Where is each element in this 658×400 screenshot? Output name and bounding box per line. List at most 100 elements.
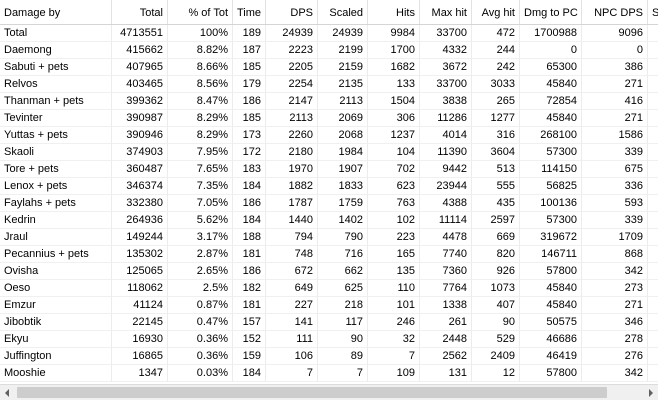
scroll-right-arrow-icon[interactable] [642, 385, 658, 400]
cell-dmg-to-pc: 45840 [520, 110, 582, 127]
cell-npc-dps: 276 [582, 348, 648, 365]
cell-scaled: 117 [318, 314, 368, 331]
table-row[interactable]: Pecannius + pets 135302 2.87% 181 748 716 165 7… [0, 246, 658, 263]
cell-max-hit: 4014 [420, 127, 472, 144]
column-header-damage-by[interactable]: Damage by [0, 0, 112, 24]
table-header: Damage by Total% of Tot Time DPS Scaled Hits M… [0, 0, 658, 25]
table-row[interactable]: Relvos 403465 8.56% 179 2254 2135 133 33700 3033… [0, 76, 658, 93]
cell-s [648, 93, 658, 110]
cell-npc-dps: 278 [582, 331, 648, 348]
cell-scaled: 24939 [318, 25, 368, 42]
cell-npc-dps: 1709 [582, 229, 648, 246]
table-row[interactable]: Daemong 415662 8.82% 187 2223 2199 1700 4332 244… [0, 42, 658, 59]
table-row[interactable]: Ekyu 16930 0.36% 152 111 90 32 2448 529 46686 278 [0, 331, 658, 348]
cell-dps: 24939 [266, 25, 318, 42]
column-header-scaled[interactable]: Scaled [318, 0, 368, 24]
table-row[interactable]: Mooshie 1347 0.03% 184 7 7 109 131 12 57800 342 [0, 365, 658, 382]
cell-max-hit: 11390 [420, 144, 472, 161]
cell-dmg-to-pc: 57300 [520, 212, 582, 229]
cell-avg-hit: 242 [472, 59, 520, 76]
table-row[interactable]: Juffington 16865 0.36% 159 106 89 7 2562 2409 464… [0, 348, 658, 365]
column-header-time[interactable]: Time [233, 0, 266, 24]
cell-percent-of-total: 2.65% [168, 263, 233, 280]
column-header-max-hit[interactable]: Max hit [420, 0, 472, 24]
cell-time: 186 [233, 263, 266, 280]
cell-total: 407965 [112, 59, 168, 76]
cell-damage-by: Yuttas + pets [0, 127, 112, 144]
cell-dmg-to-pc: 56825 [520, 178, 582, 195]
cell-total: 360487 [112, 161, 168, 178]
cell-npc-dps: 1586 [582, 127, 648, 144]
cell-damage-by: Total [0, 25, 112, 42]
cell-s [648, 127, 658, 144]
column-header-npc-dps[interactable]: NPC DPS [582, 0, 648, 24]
column-header-hits[interactable]: Hits [368, 0, 420, 24]
cell-damage-by: Jraul [0, 229, 112, 246]
column-header-s[interactable]: S [648, 0, 658, 24]
cell-max-hit: 261 [420, 314, 472, 331]
table-row[interactable]: Emzur 41124 0.87% 181 227 218 101 1338 407 45840 2… [0, 297, 658, 314]
cell-dps: 227 [266, 297, 318, 314]
cell-s [648, 59, 658, 76]
horizontal-scrollbar[interactable] [0, 384, 658, 400]
cell-s [648, 229, 658, 246]
scroll-left-arrow-icon[interactable] [0, 385, 16, 400]
column-header-total[interactable]: Total [112, 0, 168, 24]
column-header-percent-of-total[interactable]: % of Tot [168, 0, 233, 24]
cell-dps: 141 [266, 314, 318, 331]
table-row[interactable]: Sabuti + pets 407965 8.66% 185 2205 2159 1682 3… [0, 59, 658, 76]
cell-hits: 246 [368, 314, 420, 331]
cell-max-hit: 9442 [420, 161, 472, 178]
cell-percent-of-total: 0.36% [168, 348, 233, 365]
cell-total: 264936 [112, 212, 168, 229]
table-row[interactable]: Thanman + pets 399362 8.47% 186 2147 2113 1504… [0, 93, 658, 110]
cell-dps: 794 [266, 229, 318, 246]
cell-scaled: 2199 [318, 42, 368, 59]
column-header-avg-hit[interactable]: Avg hit [472, 0, 520, 24]
cell-total: 125065 [112, 263, 168, 280]
table-row[interactable]: Jraul 149244 3.17% 188 794 790 223 4478 669 31967… [0, 229, 658, 246]
cell-max-hit: 131 [420, 365, 472, 382]
table-row[interactable]: Kedrin 264936 5.62% 184 1440 1402 102 11114 2597… [0, 212, 658, 229]
cell-max-hit: 7764 [420, 280, 472, 297]
cell-dps: 672 [266, 263, 318, 280]
cell-hits: 109 [368, 365, 420, 382]
cell-max-hit: 11286 [420, 110, 472, 127]
cell-scaled: 218 [318, 297, 368, 314]
cell-time: 181 [233, 246, 266, 263]
cell-dmg-to-pc: 72854 [520, 93, 582, 110]
column-header-dmg-to-pc[interactable]: Dmg to PC [520, 0, 582, 24]
cell-dps: 106 [266, 348, 318, 365]
table-row[interactable]: Tevinter 390987 8.29% 185 2113 2069 306 11286 12… [0, 110, 658, 127]
table-row[interactable]: Faylahs + pets 332380 7.05% 186 1787 1759 763 4… [0, 195, 658, 212]
table-row[interactable]: Oeso 118062 2.5% 182 649 625 110 7764 1073 45840 2… [0, 280, 658, 297]
scrollbar-thumb[interactable] [17, 387, 607, 398]
cell-avg-hit: 926 [472, 263, 520, 280]
cell-max-hit: 11114 [420, 212, 472, 229]
cell-avg-hit: 513 [472, 161, 520, 178]
table-row[interactable]: Skaoli 374903 7.95% 172 2180 1984 104 11390 3604… [0, 144, 658, 161]
cell-time: 184 [233, 212, 266, 229]
total-row[interactable]: Total 4713551 100% 189 24939 24939 9984 33700 47… [0, 25, 658, 42]
cell-damage-by: Tore + pets [0, 161, 112, 178]
cell-dmg-to-pc: 65300 [520, 59, 582, 76]
cell-total: 4713551 [112, 25, 168, 42]
cell-damage-by: Emzur [0, 297, 112, 314]
cell-npc-dps: 339 [582, 212, 648, 229]
cell-dps: 1970 [266, 161, 318, 178]
table-row[interactable]: Lenox + pets 346374 7.35% 184 1882 1833 623 239… [0, 178, 658, 195]
cell-avg-hit: 529 [472, 331, 520, 348]
cell-time: 159 [233, 348, 266, 365]
cell-hits: 165 [368, 246, 420, 263]
table-row[interactable]: Jibobtik 22145 0.47% 157 141 117 246 261 90 50575… [0, 314, 658, 331]
table-row[interactable]: Yuttas + pets 390946 8.29% 173 2260 2068 1237 4… [0, 127, 658, 144]
cell-percent-of-total: 8.66% [168, 59, 233, 76]
cell-dps: 2254 [266, 76, 318, 93]
column-header-dps[interactable]: DPS [266, 0, 318, 24]
table-row[interactable]: Tore + pets 360487 7.65% 183 1970 1907 702 9442… [0, 161, 658, 178]
cell-npc-dps: 593 [582, 195, 648, 212]
cell-npc-dps: 342 [582, 263, 648, 280]
cell-damage-by: Daemong [0, 42, 112, 59]
table-row[interactable]: Ovisha 125065 2.65% 186 672 662 135 7360 926 5780… [0, 263, 658, 280]
cell-avg-hit: 1073 [472, 280, 520, 297]
